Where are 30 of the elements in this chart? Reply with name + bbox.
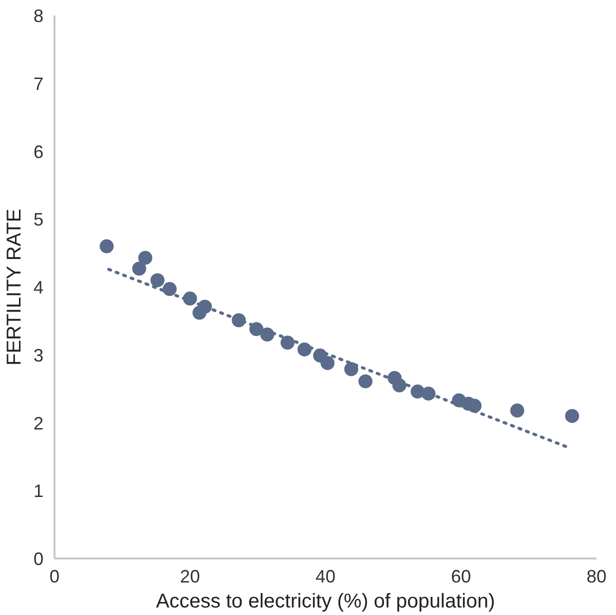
point [100,239,114,254]
point [565,408,580,423]
x-tick-label: 0 [49,566,60,586]
point [132,262,146,276]
y-tick-label: 4 [33,278,44,298]
y-tick-label: 3 [33,345,44,366]
point [510,404,524,418]
x-tick-label: 20 [180,566,200,586]
y-tick-label: 6 [33,142,44,162]
point [162,282,177,296]
point [468,398,482,413]
point [320,356,335,370]
y-tick-label: 2 [33,413,44,434]
x-tick-label: 60 [450,566,472,586]
point [192,306,206,320]
y-tick-label: 1 [33,481,44,502]
point [344,362,358,376]
point [138,250,152,265]
x-axis-title: Access to electricity (%) of population) [156,590,496,612]
x-tick-label: 80 [586,566,607,586]
y-tick-label: 0 [33,549,44,569]
y-tick-label: 5 [33,210,44,230]
point [280,336,295,350]
point [358,374,372,388]
y-axis-title: FERTILITY RATE [3,208,26,366]
point [392,378,406,392]
y-tick-label: 7 [33,74,44,94]
x-tick-label: 40 [315,566,336,586]
point [150,273,164,288]
y-tick-label: 8 [33,6,44,26]
